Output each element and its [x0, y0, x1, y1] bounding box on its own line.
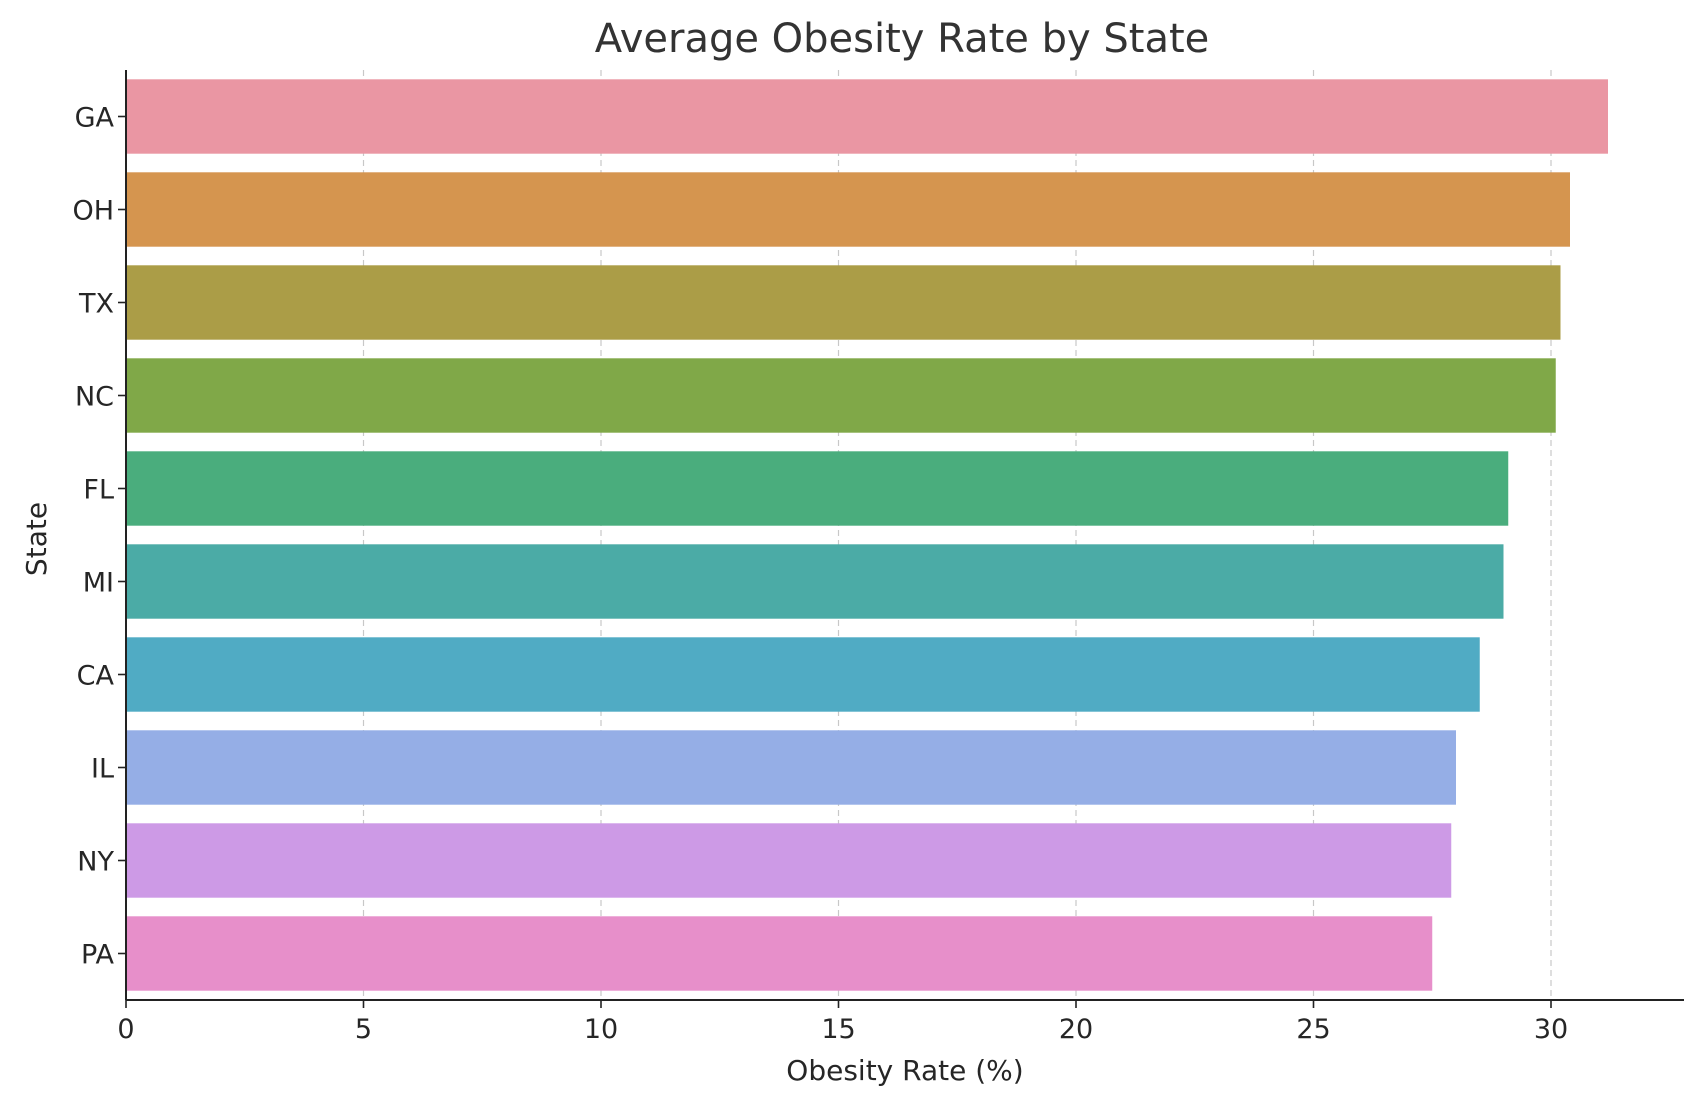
bar-nc: [126, 358, 1556, 433]
x-tick-label: 5: [355, 1014, 372, 1045]
y-tick-label-mi: MI: [83, 568, 114, 599]
bar-oh: [126, 172, 1570, 247]
bar-pa: [126, 916, 1433, 991]
y-axis-label: State: [20, 502, 53, 576]
bars: [126, 79, 1608, 991]
x-tick-label: 25: [1296, 1014, 1330, 1045]
x-tick-label: 15: [821, 1014, 855, 1045]
y-tick-label-il: IL: [91, 754, 114, 785]
bar-ga: [126, 79, 1608, 154]
x-ticks: 0 5 10 15 20 25 30: [117, 1000, 1568, 1045]
bar-tx: [126, 265, 1561, 340]
y-tick-label-oh: OH: [72, 196, 114, 227]
axes: [125, 70, 1684, 1001]
x-tick-label: 0: [117, 1014, 134, 1045]
y-tick-label-fl: FL: [83, 475, 114, 506]
bar-il: [126, 730, 1456, 805]
x-tick-label: 20: [1059, 1014, 1093, 1045]
x-axis-label: Obesity Rate (%): [786, 1054, 1023, 1087]
y-tick-label-ga: GA: [75, 103, 115, 134]
y-tick-label-pa: PA: [81, 940, 115, 971]
bar-mi: [126, 544, 1504, 619]
y-tick-label-nc: NC: [75, 382, 114, 413]
x-tick-label: 30: [1534, 1014, 1568, 1045]
y-ticks: GA OH TX NC FL MI CA IL NY PA: [72, 103, 126, 971]
chart-title: Average Obesity Rate by State: [595, 16, 1210, 62]
y-tick-label-tx: TX: [78, 289, 114, 320]
y-tick-label-ca: CA: [77, 661, 115, 692]
bar-fl: [126, 451, 1509, 526]
bar-ca: [126, 637, 1480, 712]
y-tick-label-ny: NY: [77, 847, 114, 878]
x-tick-label: 10: [584, 1014, 618, 1045]
bar-ny: [126, 823, 1452, 898]
